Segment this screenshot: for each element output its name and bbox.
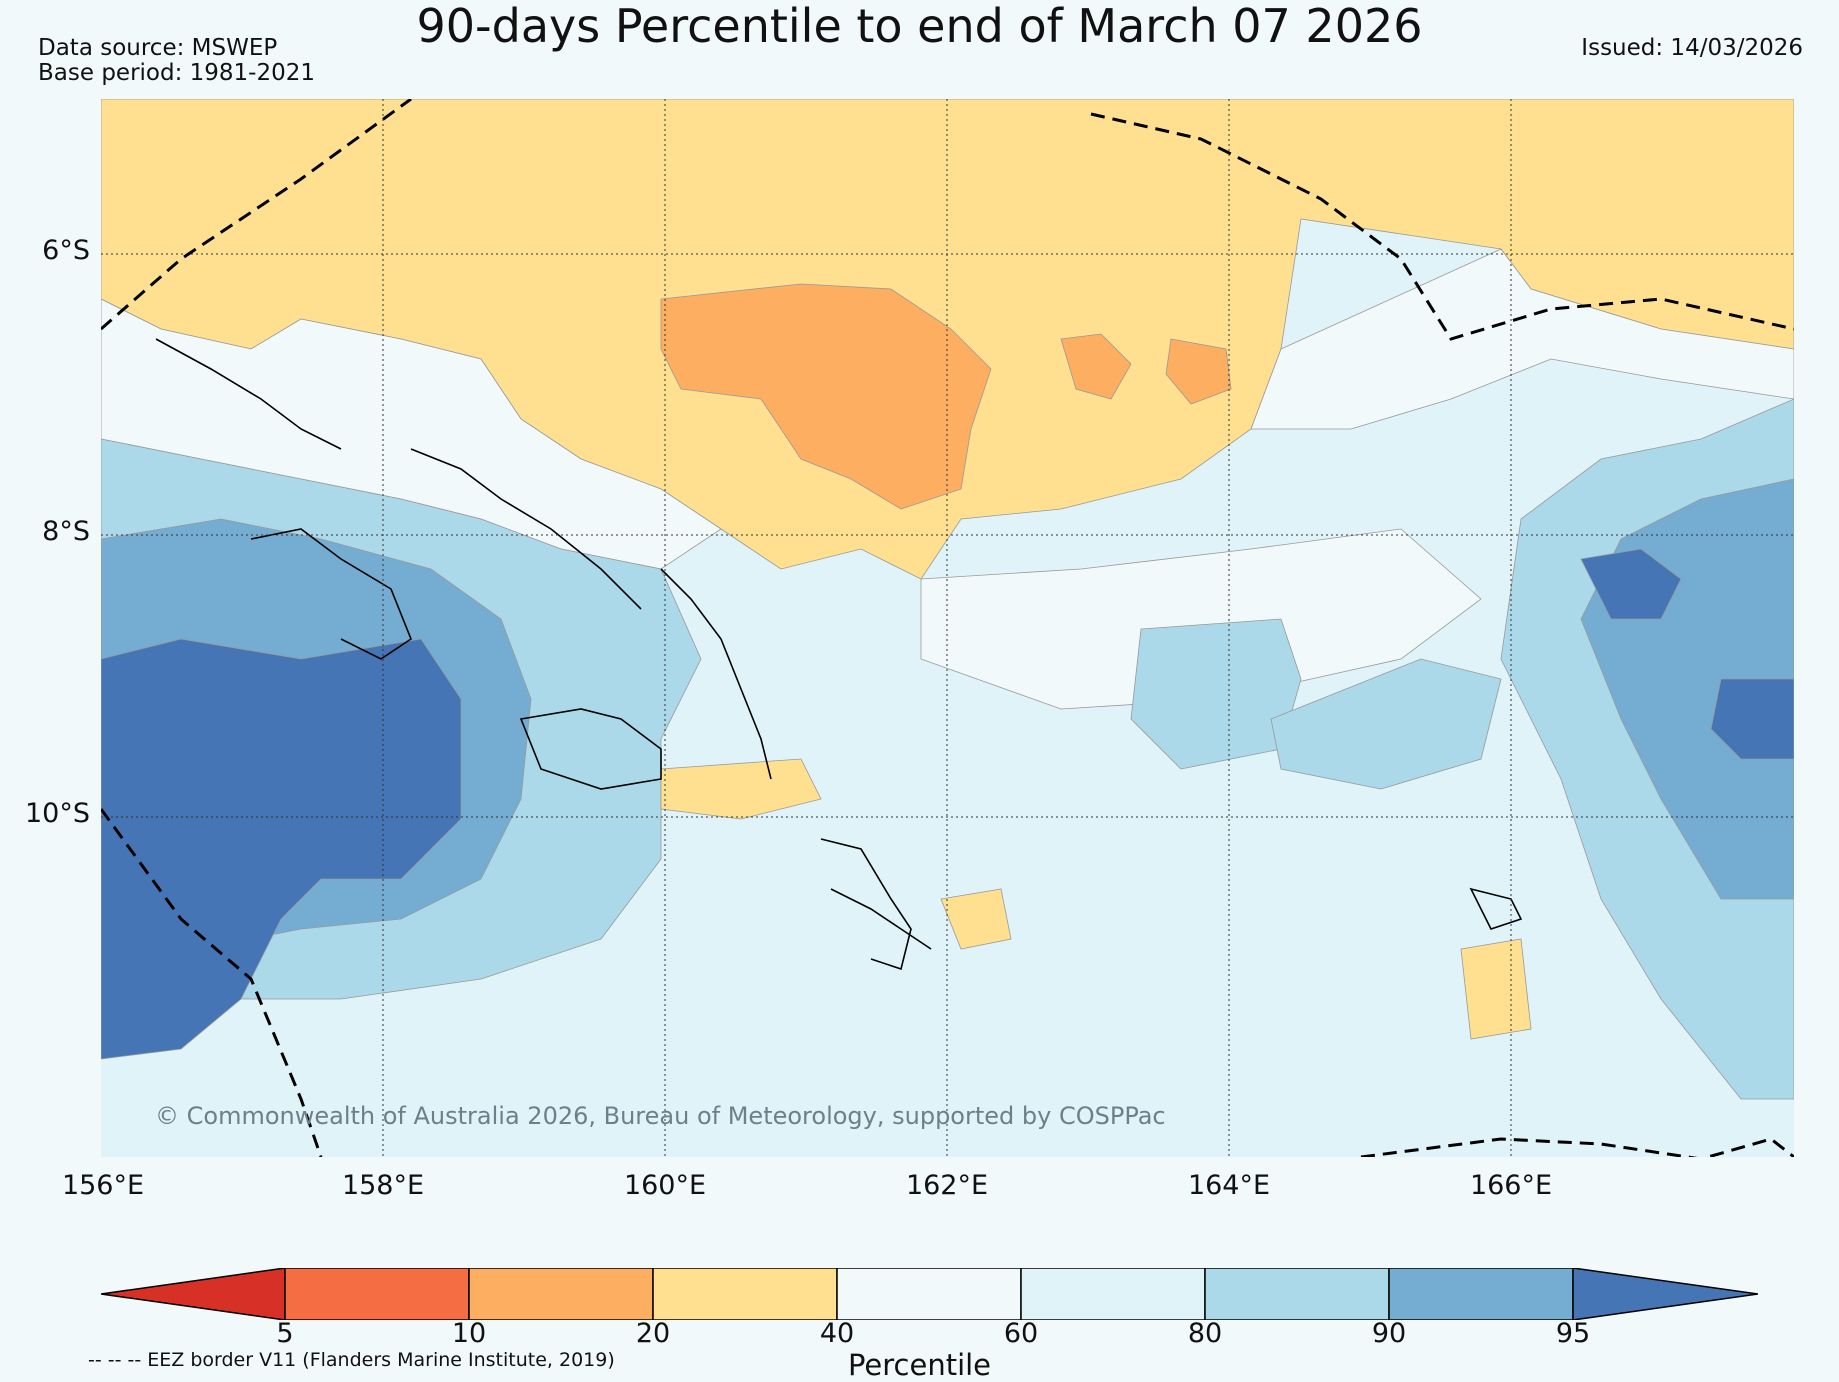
lon-label-164e: 164°E — [1187, 1170, 1271, 1201]
region-95-plus-east — [1580, 548, 1682, 620]
colorbar-tick-20: 20 — [635, 1318, 671, 1349]
map-title: 90-days Percentile to end of March 07 20… — [416, 0, 1423, 53]
eez-border-vanuatu — [1360, 1137, 1794, 1157]
lon-label-160e: 160°E — [623, 1170, 707, 1201]
colorbar-segment-20-40 — [652, 1268, 838, 1320]
colorbar-segment-40-60 — [836, 1268, 1022, 1320]
coastline-new-georgia — [250, 528, 412, 660]
region-95-plus-west — [101, 638, 462, 1060]
colorbar-tick-5: 5 — [276, 1318, 294, 1349]
colorbar-tick-80: 80 — [1187, 1318, 1223, 1349]
coastline-makira — [830, 888, 932, 950]
colorbar-tick-10: 10 — [451, 1318, 487, 1349]
region-20-40-c — [1165, 338, 1232, 405]
colorbar-segment-90-95 — [1388, 1268, 1574, 1320]
region-20-40 — [660, 283, 992, 510]
eez-border-png-south — [101, 808, 323, 1157]
eez-legend-note: -- -- -- EEZ border V11 (Flanders Marine… — [88, 1349, 615, 1371]
colorbar-segment-lt5 — [101, 1268, 286, 1320]
base-period: Base period: 1981-2021 — [38, 60, 316, 86]
colorbar-segment-60-80 — [1020, 1268, 1206, 1320]
eez-borders — [101, 99, 1794, 1157]
colorbar-tick-40: 40 — [819, 1318, 855, 1349]
colorbar-tick-90: 90 — [1371, 1318, 1407, 1349]
colorbar-tick-95: 95 — [1555, 1318, 1591, 1349]
colorbar-label: Percentile — [847, 1348, 992, 1382]
region-80-90-central-b — [1270, 658, 1502, 790]
lon-label-158e: 158°E — [341, 1170, 425, 1201]
colorbar-segment-80-90 — [1204, 1268, 1390, 1320]
lon-label-162e: 162°E — [905, 1170, 989, 1201]
coastline-malaita — [820, 838, 912, 971]
lat-label-8s: 8°S — [42, 516, 90, 547]
lat-label-10s: 10°S — [25, 798, 90, 829]
region-20-40-south-c — [1460, 938, 1532, 1040]
coastline-choiseul — [410, 448, 642, 610]
coastline-bougainville — [155, 338, 342, 450]
eez-border-png-north — [101, 99, 412, 331]
colorbar-tick-60: 60 — [1003, 1318, 1039, 1349]
region-60-80-central — [920, 528, 1482, 710]
coastline-santa-isabel — [660, 568, 772, 780]
graticule — [101, 99, 1794, 1157]
eez-border-nauru-tuvalu — [1090, 112, 1794, 341]
coastline-guadalcanal — [519, 708, 662, 790]
colorbar — [101, 1268, 1758, 1320]
lon-label-156e: 156°E — [61, 1170, 145, 1201]
region-20-40-south-b — [940, 888, 1012, 950]
lon-label-166e: 166°E — [1469, 1170, 1553, 1201]
metadata-left: Data source: MSWEP Base period: 1981-202… — [38, 36, 315, 86]
colorbar-segment-10-20 — [468, 1268, 654, 1320]
coastline-santa-cruz — [1469, 887, 1523, 930]
coastlines — [155, 338, 1523, 971]
percentile-map: © Commonwealth of Australia 2026, Bureau… — [101, 99, 1794, 1157]
region-95-plus-east-b — [1710, 678, 1794, 760]
data-source: Data source: MSWEP — [38, 35, 278, 61]
region-60-80-east — [1250, 248, 1794, 430]
copyright-text: © Commonwealth of Australia 2026, Bureau… — [155, 1102, 1166, 1130]
issued-date: Issued: 14/03/2026 — [1581, 35, 1803, 61]
colorbar-segment-5-10 — [284, 1268, 470, 1320]
region-20-40-b — [1060, 333, 1132, 400]
lat-label-6s: 6°S — [42, 235, 90, 266]
colorbar-segment-gt95 — [1572, 1268, 1758, 1320]
region-20-40-south-a — [660, 758, 822, 820]
